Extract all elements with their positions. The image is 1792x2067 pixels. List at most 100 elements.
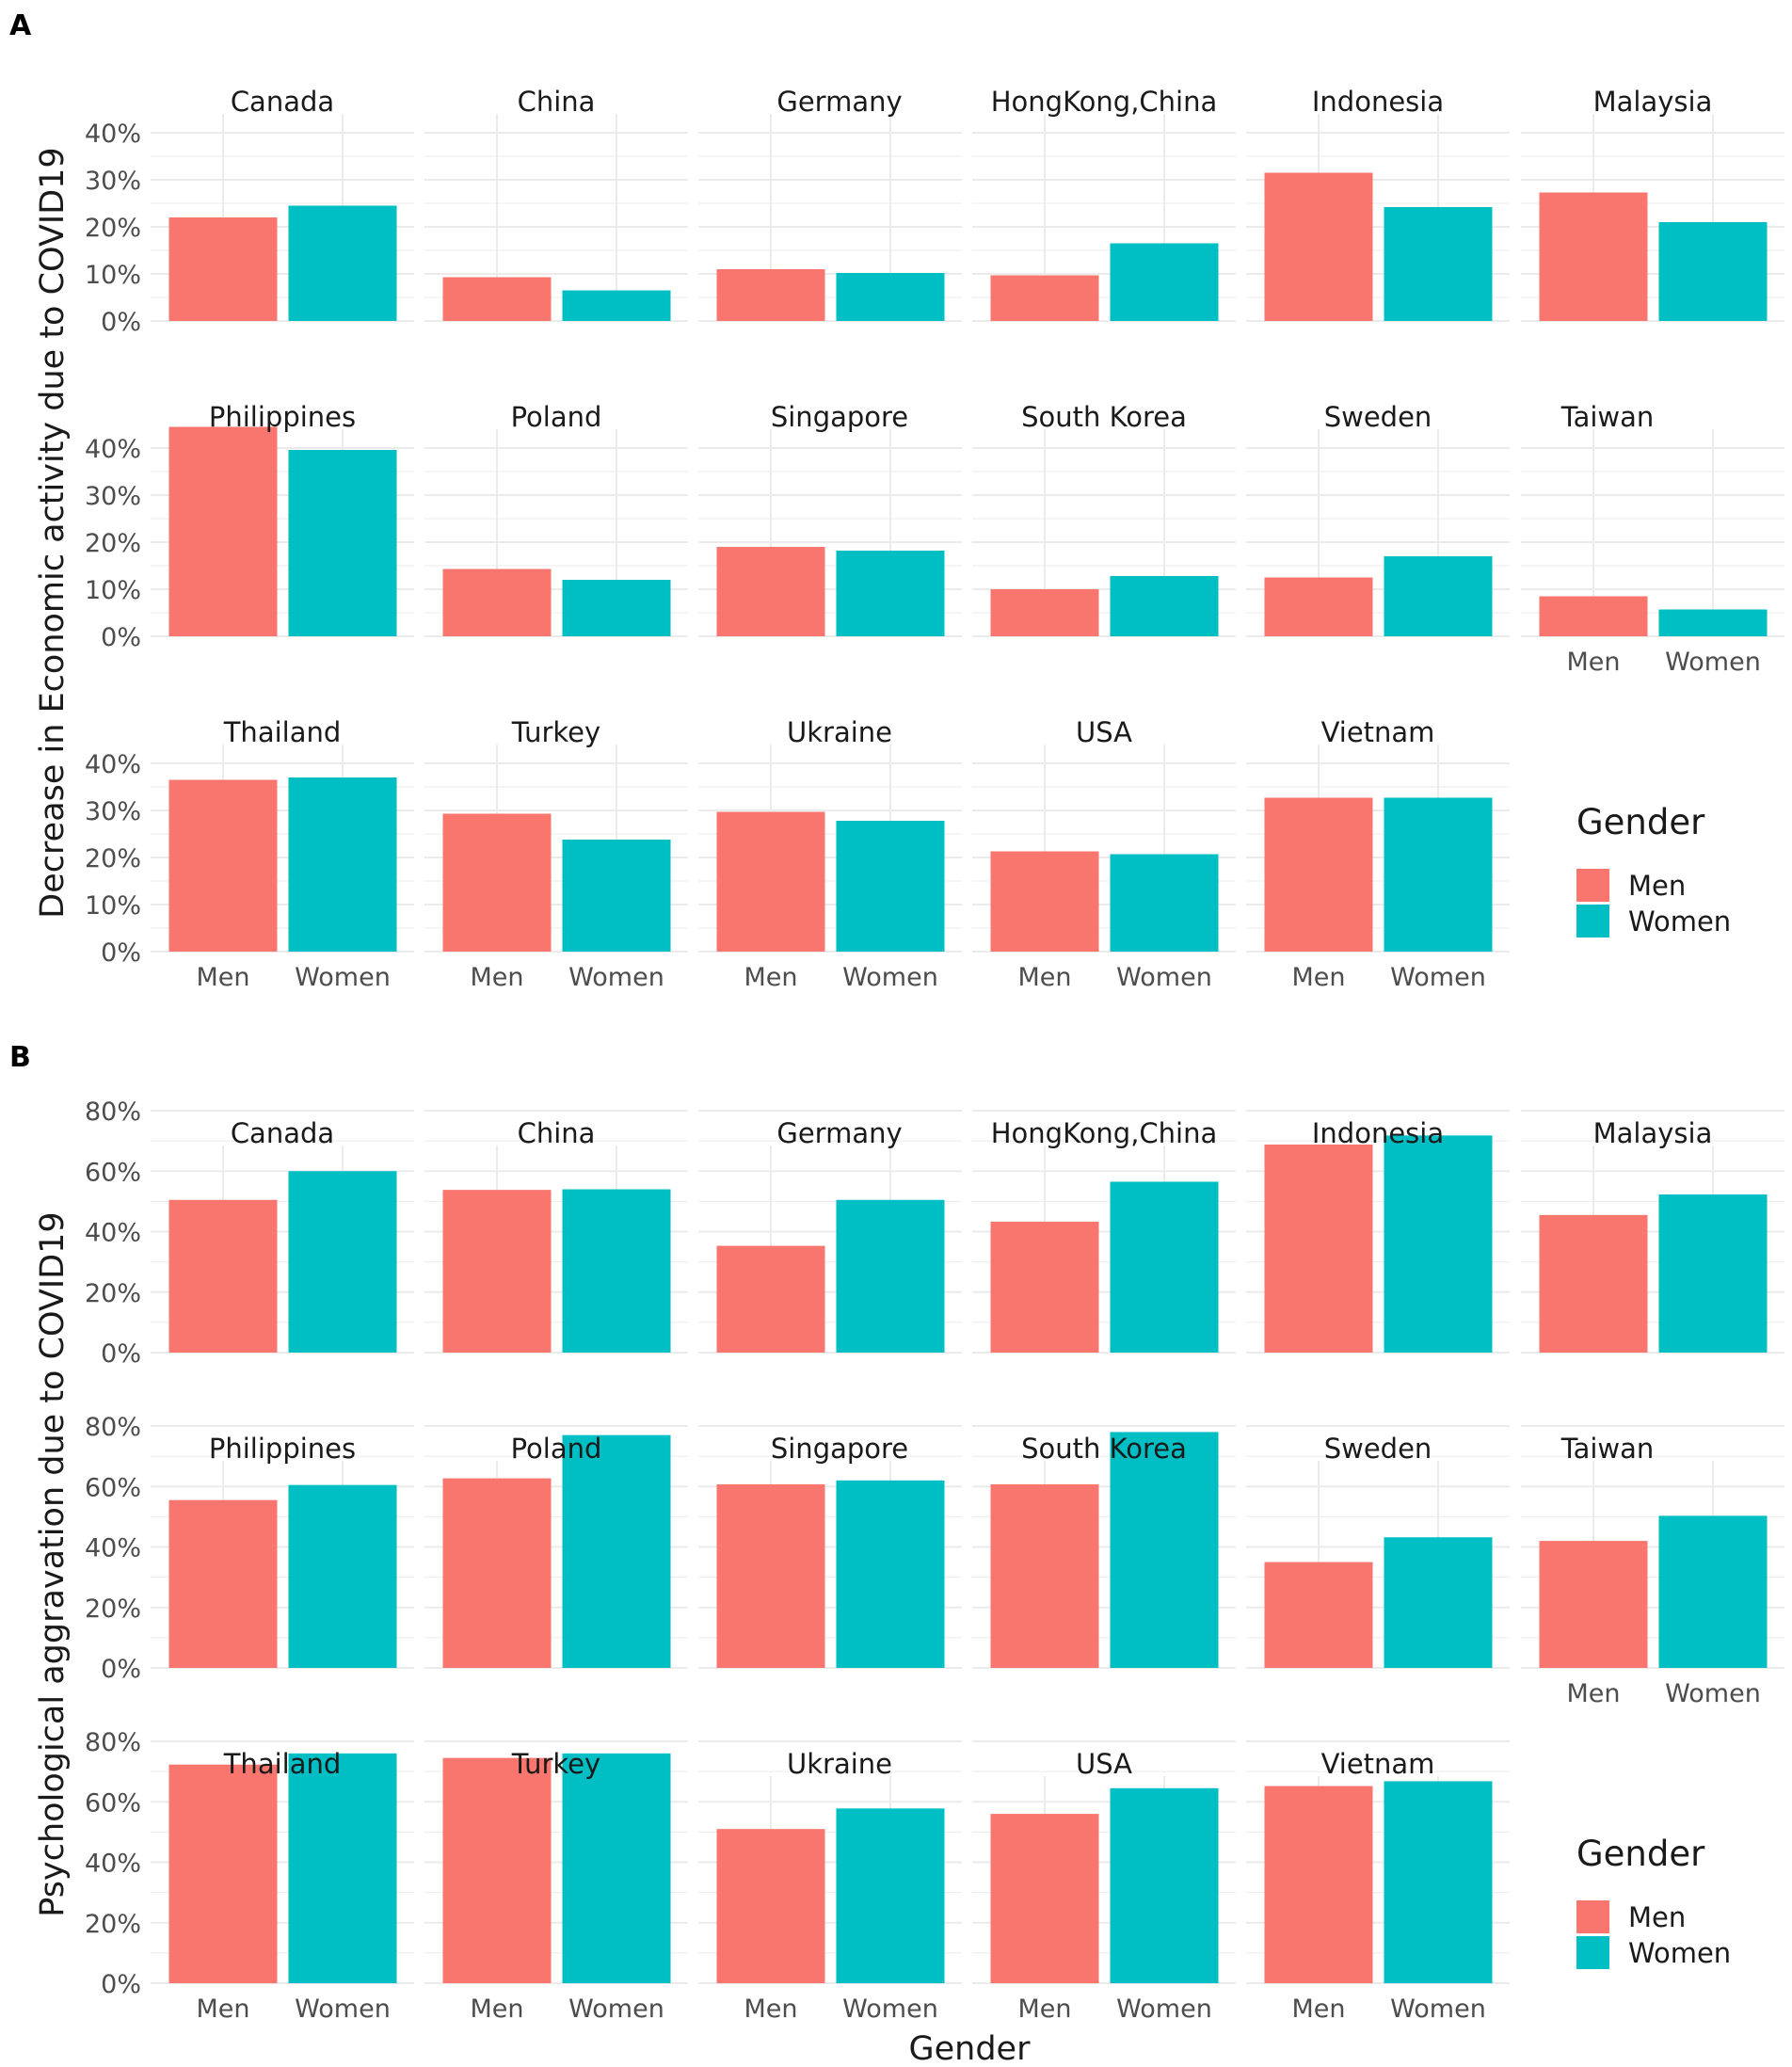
facet-label: South Korea (1021, 401, 1187, 433)
bar-women (1658, 1515, 1768, 1668)
facet-sweden: Sweden (1246, 1425, 1510, 1669)
bar-men (990, 589, 1099, 636)
facet-label: Sweden (1324, 401, 1432, 433)
bar-men (442, 1190, 552, 1353)
bar-women (562, 840, 671, 952)
facet-label: South Korea (1021, 1433, 1187, 1465)
y-tick-label: 40% (85, 435, 141, 464)
y-axis-title: Decrease in Economic activity due to COV… (34, 147, 72, 918)
facet-usa: USA Men Women (972, 716, 1236, 992)
bar-men (168, 1199, 278, 1353)
facet-label: Ukraine (787, 1748, 892, 1780)
facet-label: Philippines (209, 1433, 356, 1465)
facet-germany: Germany (698, 86, 962, 322)
legend-title: Gender (1576, 802, 1705, 842)
x-tick-label: Men (744, 963, 797, 992)
y-tick-label: 40% (85, 1219, 141, 1248)
y-tick-label: 0% (101, 308, 141, 337)
bar-men (168, 1499, 278, 1668)
facet-label: Taiwan (1560, 1433, 1655, 1465)
bar-women (1384, 207, 1493, 321)
bar-women (836, 1480, 945, 1668)
legend-label-men: Men (1628, 870, 1686, 902)
facet-label: Malaysia (1593, 86, 1713, 118)
bar-women (1110, 243, 1219, 321)
facet-poland: Poland (424, 401, 688, 637)
chart-panel-b: Canada 0% 20% 40% 60% 80% China Germany HongKong… (9, 1041, 1784, 2067)
y-tick-label: 60% (85, 1473, 141, 1502)
facet-germany: Germany (698, 1110, 962, 1354)
facet-turkey: Turkey Men Women (424, 716, 688, 992)
y-tick-label: 10% (85, 261, 141, 290)
x-tick-label: Women (1390, 1995, 1486, 2024)
bar-women (836, 273, 945, 321)
bar-men (442, 277, 552, 321)
facet-label: China (518, 1117, 596, 1149)
bar-women (1110, 1181, 1219, 1353)
facet-label: Indonesia (1312, 1117, 1444, 1149)
bar-men (1264, 1786, 1373, 1983)
x-axis-title: Gender (909, 2030, 1032, 2067)
y-tick-label: 10% (85, 576, 141, 605)
y-tick-label: 40% (85, 750, 141, 779)
bar-women (288, 1484, 397, 1668)
x-tick-label: Men (196, 963, 249, 992)
x-tick-label: Men (744, 1995, 797, 2024)
x-tick-label: Women (295, 1995, 391, 2024)
facet-label: Turkey (511, 1748, 600, 1780)
bar-men (1264, 1144, 1373, 1353)
legend-swatch-women (1576, 1936, 1609, 1969)
x-tick-label: Women (295, 963, 391, 992)
bar-women (1658, 222, 1768, 321)
bar-men (716, 811, 825, 952)
bar-men (168, 779, 278, 952)
facet-canada: Canada 0% 10% 20% 30% 40% (85, 86, 414, 337)
y-tick-label: 0% (101, 1655, 141, 1684)
x-tick-label: Women (842, 963, 938, 992)
bar-men (1264, 172, 1373, 321)
x-tick-label: Women (1116, 1995, 1212, 2024)
bar-men (1264, 1562, 1373, 1668)
x-tick-label: Men (1017, 1995, 1071, 2024)
facet-usa: USA Men Women (972, 1740, 1236, 2024)
bar-women (288, 1171, 397, 1353)
facet-sweden: Sweden (1246, 401, 1510, 637)
facet-label: Malaysia (1593, 1117, 1713, 1149)
y-tick-label: 0% (101, 938, 141, 968)
y-tick-label: 20% (85, 529, 141, 558)
bar-men (1539, 596, 1648, 636)
facet-label: Singapore (771, 401, 908, 433)
bar-women (1110, 576, 1219, 636)
y-tick-label: 40% (85, 1850, 141, 1879)
facet-label: Germany (776, 1117, 902, 1149)
bar-men (442, 1478, 552, 1668)
bar-men (990, 851, 1099, 952)
bar-men (168, 1764, 278, 1983)
bar-men (1539, 1214, 1648, 1353)
y-tick-label: 80% (85, 1413, 141, 1442)
y-tick-label: 40% (85, 1534, 141, 1563)
bar-men (1539, 192, 1648, 321)
bar-women (1384, 797, 1493, 952)
bar-women (562, 580, 671, 636)
legend-swatch-men (1576, 869, 1609, 902)
legend-label-women: Women (1628, 1937, 1731, 1969)
x-tick-label: Men (1291, 963, 1345, 992)
facet-label: HongKong,China (991, 1117, 1218, 1149)
x-tick-label: Men (470, 1995, 523, 2024)
bar-men (990, 1221, 1099, 1353)
x-tick-label: Men (1566, 648, 1620, 677)
bar-women (1384, 1781, 1493, 1983)
facet-indonesia: Indonesia (1246, 1110, 1510, 1354)
y-tick-label: 60% (85, 1158, 141, 1187)
bar-women (1384, 556, 1493, 636)
facet-label: Philippines (209, 401, 356, 433)
bar-men (990, 1484, 1099, 1668)
x-tick-label: Men (196, 1995, 249, 2024)
facet-ukraine: Ukraine Men Women (698, 1740, 962, 2024)
bar-men (168, 217, 278, 321)
bar-women (562, 1753, 671, 1983)
facet-label: USA (1076, 1748, 1132, 1780)
facet-thailand: Thailand 0% 20% 40% 60% 80% Men Women (85, 1728, 414, 2024)
